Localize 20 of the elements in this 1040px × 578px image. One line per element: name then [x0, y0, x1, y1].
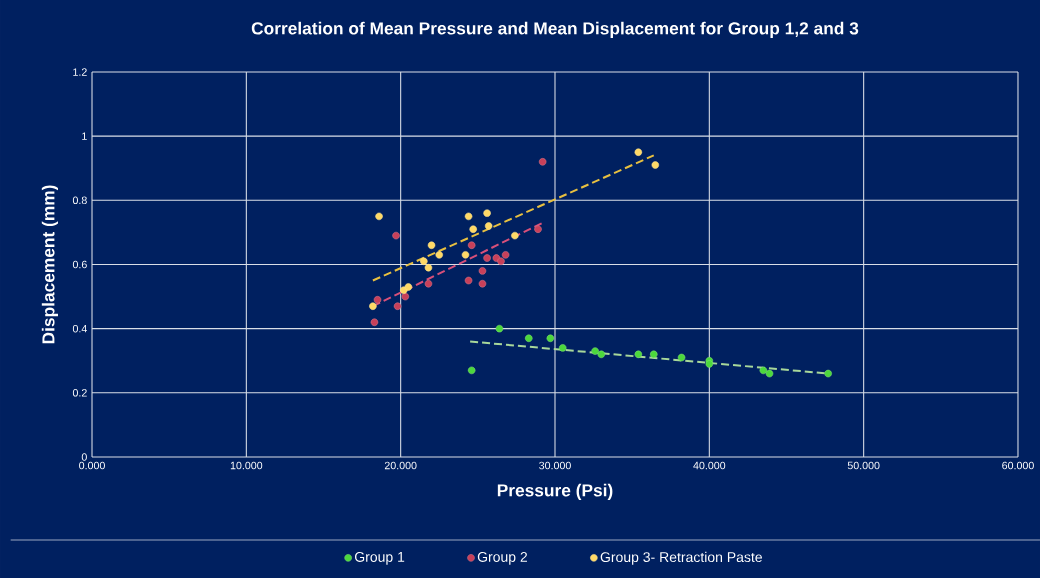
legend-label: Group 1: [355, 551, 405, 565]
x-axis-title: Pressure (Psi): [497, 483, 613, 500]
y-axis-title: Displacement (mm): [41, 185, 58, 344]
x-tick-label: 60.000: [1002, 461, 1034, 470]
x-tick-label: 30.000: [539, 461, 571, 470]
x-tick-label: 20.000: [384, 461, 417, 470]
x-tick-label: 40.000: [693, 461, 726, 470]
y-tick-label: 1.2: [73, 68, 87, 76]
y-tick-label: 0.2: [72, 389, 87, 397]
x-tick-label: 50.000: [847, 461, 880, 470]
y-tick-label: 0.4: [72, 324, 87, 333]
y-tick-label: 1: [82, 132, 87, 140]
y-tick-label: 0: [81, 453, 87, 461]
y-tick-label: 0.6: [72, 260, 87, 269]
chart-title: Correlation of Mean Pressure and Mean Displacement for Group 1,2 and 3: [251, 21, 859, 38]
x-tick-label: 10.000: [230, 461, 263, 470]
legend-label: Group 3- Retraction Paste: [600, 551, 762, 565]
legend-label: Group 2: [477, 551, 527, 565]
y-tick-label: 0.8: [72, 196, 87, 205]
x-tick-label: 0.000: [79, 461, 105, 470]
